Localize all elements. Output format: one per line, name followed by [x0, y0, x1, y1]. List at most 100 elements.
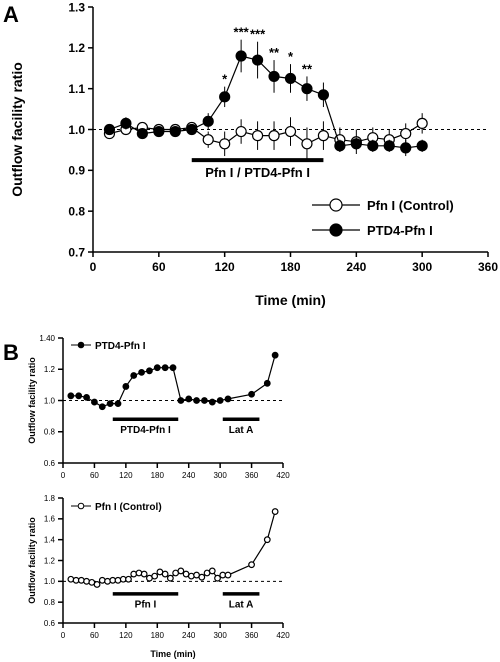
data-point-filled	[91, 398, 98, 406]
data-point-open	[301, 138, 313, 150]
data-point-open	[177, 567, 185, 575]
data-point-filled	[67, 392, 75, 400]
x-tick-label: 180	[280, 260, 300, 274]
data-point-filled	[317, 89, 330, 101]
legend-label: Pfn I (Control)	[367, 198, 454, 213]
data-point-open	[248, 561, 255, 569]
legend-label: PTD4-Pfn I	[367, 223, 433, 238]
data-point-filled	[251, 54, 264, 66]
data-point-open	[224, 571, 232, 579]
significance-label: ***	[234, 25, 250, 40]
data-point-open	[251, 130, 264, 142]
data-point-open	[114, 576, 122, 584]
data-point-open	[93, 581, 101, 588]
data-point-filled	[122, 383, 130, 390]
treatment-bar-label: PTD4-Pfn I	[120, 425, 171, 436]
data-point-filled	[169, 125, 181, 138]
legend-label: PTD4-Pfn I	[95, 341, 146, 352]
x-tick-label: 180	[151, 471, 165, 480]
data-point-filled	[83, 393, 90, 401]
y-tick-label: 1.2	[68, 41, 85, 55]
data-point-open	[400, 127, 412, 140]
chart-b-bottom: 0.6 0.8 1.0 1.2 1.4 1.6 1.8 0 60 120 180 240 300 360 4…	[27, 494, 290, 659]
y-tick-label: 0.6	[44, 619, 56, 628]
data-point-filled	[120, 117, 132, 129]
x-tick-label: 60	[90, 471, 99, 480]
x-tick-label: 0	[61, 631, 66, 640]
data-point-filled	[136, 127, 148, 140]
data-point-filled	[130, 372, 138, 379]
chart-b-top: 0.6 0.8 1.0 1.2 1.40 0 60 120 180 240 300 360 420 Out…	[27, 334, 290, 480]
data-point-filled	[263, 379, 271, 387]
y-tick-label: 1.3	[68, 0, 85, 14]
x-axis-label: Time (min)	[150, 649, 195, 659]
data-point-filled	[268, 70, 280, 83]
data-point-filled	[75, 392, 83, 400]
data-point-open	[202, 134, 214, 146]
x-tick-label: 240	[182, 471, 196, 480]
legend-marker	[77, 502, 85, 510]
x-tick-label: 120	[215, 260, 235, 274]
y-tick-label: 1.40	[39, 334, 55, 343]
data-point-filled	[350, 138, 362, 150]
significance-label: ***	[250, 27, 266, 42]
data-point-filled	[219, 91, 231, 103]
y-axis-label: Outflow facility ratio	[9, 62, 25, 197]
data-point-open	[130, 570, 138, 578]
y-tick-label: 0.8	[44, 428, 56, 437]
x-tick-label: 240	[182, 631, 196, 640]
data-point-filled	[185, 395, 193, 403]
data-point-open	[187, 572, 195, 580]
data-point-filled	[169, 364, 177, 372]
x-tick-label: 360	[478, 260, 498, 274]
data-point-open	[235, 125, 247, 138]
data-point-filled	[301, 83, 313, 95]
data-point-filled	[416, 140, 428, 152]
y-tick-label: 0.6	[44, 459, 56, 468]
y-tick-label: 1.0	[44, 577, 56, 586]
y-tick-label: 1.2	[44, 556, 56, 565]
legend-label: Pfn I (Control)	[95, 502, 162, 513]
y-axis-label: Outflow facility ratio	[27, 357, 37, 444]
x-tick-label: 300	[213, 631, 227, 640]
x-tick-label: 360	[245, 631, 259, 640]
data-point-open	[98, 576, 106, 584]
significance-label: *	[288, 49, 294, 64]
y-tick-label: 1.4	[44, 536, 56, 545]
treatment-bar-label: Pfn I	[135, 600, 157, 611]
data-point-filled	[367, 140, 379, 152]
data-point-filled	[216, 397, 224, 404]
data-point-filled	[334, 140, 346, 152]
data-point-open	[83, 577, 90, 585]
data-point-open	[416, 117, 428, 129]
data-point-filled	[248, 390, 255, 398]
x-tick-label: 300	[412, 260, 432, 274]
x-tick-label: 0	[61, 471, 66, 480]
data-point-filled	[202, 115, 214, 127]
data-point-open	[198, 573, 206, 581]
series-line	[70, 355, 276, 408]
data-point-open	[140, 570, 148, 578]
data-point-open	[214, 574, 221, 582]
data-point-filled	[201, 397, 208, 404]
data-point-filled	[103, 123, 116, 136]
data-point-filled	[161, 364, 169, 372]
data-point-open	[161, 570, 169, 578]
data-point-open	[268, 130, 280, 142]
legend-marker	[77, 341, 85, 349]
x-axis-label: Time (min)	[255, 292, 326, 308]
data-point-filled	[114, 400, 122, 408]
x-tick-label: 240	[346, 260, 366, 274]
y-tick-label: 0.7	[68, 245, 85, 259]
x-tick-label: 0	[90, 260, 97, 274]
x-tick-label: 120	[119, 631, 133, 640]
y-tick-label: 1.0	[44, 396, 56, 405]
x-tick-label: 120	[119, 471, 133, 480]
treatment-bar-label: Lat A	[229, 600, 254, 611]
data-point-filled	[98, 403, 106, 411]
x-tick-label: 60	[152, 260, 166, 274]
data-point-open	[284, 125, 297, 138]
data-point-open	[77, 576, 85, 584]
panel-label-a: A	[3, 2, 19, 27]
legend-marker	[329, 223, 343, 237]
